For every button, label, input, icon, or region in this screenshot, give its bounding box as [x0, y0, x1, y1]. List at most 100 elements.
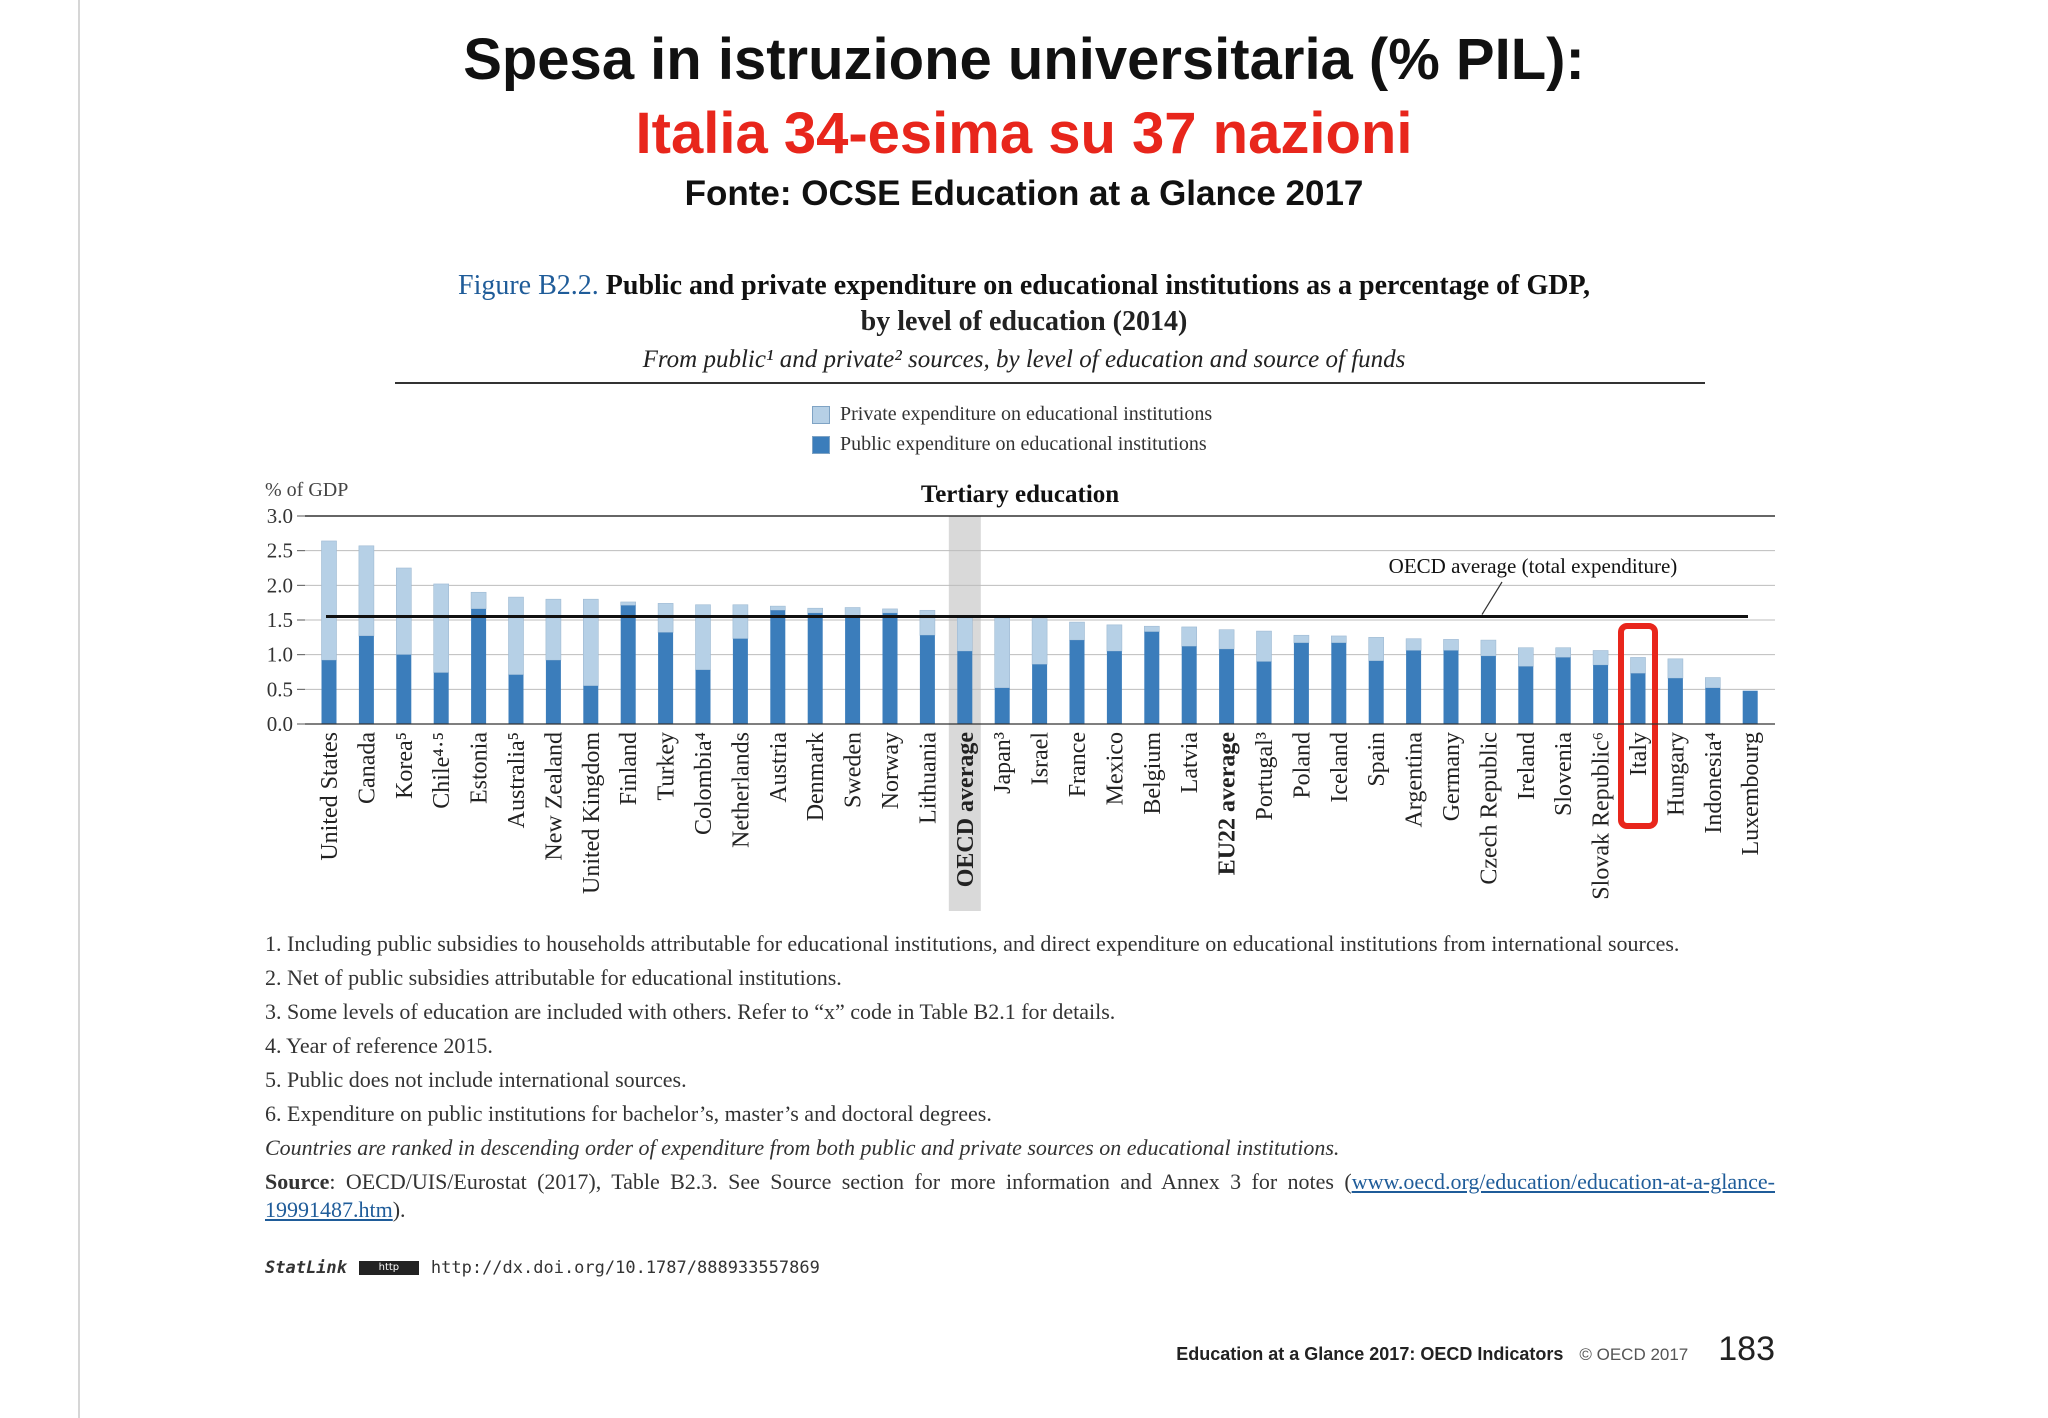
- figure-divider: [395, 382, 1705, 384]
- bar-public: [994, 687, 1010, 724]
- statlink-url[interactable]: http://dx.doi.org/10.1787/888933557869: [430, 1258, 820, 1278]
- bar-private: [508, 596, 524, 676]
- bar-private: [1293, 634, 1310, 644]
- bar-private: [994, 617, 1011, 689]
- source-link[interactable]: www.oecd.org/education/education-at-a-gl…: [265, 1169, 1775, 1222]
- source-label: Source: [265, 1169, 330, 1194]
- legend-swatch-private: [812, 405, 830, 424]
- bar-private: [1106, 624, 1123, 652]
- bar-public: [1667, 678, 1683, 724]
- figure-subtitle: From public¹ and private² sources, by le…: [642, 346, 1406, 373]
- bar-private: [1405, 638, 1422, 651]
- chart-title: Tertiary education: [921, 481, 1119, 508]
- x-tick-label: Slovenia: [1551, 732, 1577, 816]
- bar-public: [1480, 656, 1496, 724]
- bar-private: [807, 607, 824, 614]
- bar-public: [1555, 657, 1571, 724]
- footnote: 2. Net of public subsidies attributable …: [265, 965, 842, 990]
- x-tick-label: EU22 average: [1215, 732, 1241, 876]
- x-tick-label: Australia⁵: [504, 732, 530, 828]
- footer-publication: Education at a Glance 2017: OECD Indicat…: [1176, 1344, 1564, 1364]
- bar-private: [956, 616, 973, 652]
- source-text: : OECD/UIS/Eurostat (2017), Table B2.3. …: [329, 1169, 1352, 1194]
- bar-public: [583, 685, 599, 724]
- slide-left-border: [78, 0, 80, 1418]
- bar-public: [1256, 661, 1272, 724]
- y-tick-label: 0.5: [267, 677, 293, 701]
- x-tick-label: Denmark: [803, 732, 829, 821]
- x-tick-label: Belgium: [1140, 732, 1166, 815]
- x-tick-label: Poland: [1289, 732, 1315, 799]
- footnote: 1. Including public subsidies to househo…: [265, 931, 1680, 956]
- bar-public: [433, 672, 449, 724]
- bar-private: [582, 598, 599, 687]
- figure-title-line2: by level of education (2014): [860, 306, 1188, 337]
- x-tick-label: New Zealand: [541, 732, 567, 861]
- x-tick-label: Israel: [1028, 732, 1054, 786]
- bar-public: [957, 651, 973, 724]
- bar-private: [433, 583, 450, 673]
- bar-private: [695, 604, 711, 671]
- x-tick-label: Chile⁴·⁵: [429, 732, 455, 809]
- figure-title-line1: Figure B2.2. Public and private expendit…: [0, 270, 2048, 302]
- figure-title: Public and private expenditure on educat…: [605, 270, 1590, 301]
- bar-private: [1144, 625, 1160, 633]
- y-axis-label: % of GDP: [265, 479, 348, 501]
- x-tick-label: Austria: [766, 732, 792, 803]
- bar-private: [620, 601, 637, 606]
- bar-public: [1406, 650, 1422, 724]
- reference-line-label: OECD average (total expenditure): [1389, 554, 1678, 578]
- ranking-note: Countries are ranked in descending order…: [265, 1135, 1340, 1160]
- slide-source-line: Fonte: OCSE Education at a Glance 2017: [684, 174, 1364, 213]
- source-note: Source: OECD/UIS/Eurostat (2017), Table …: [265, 1168, 1775, 1224]
- x-tick-label: United Kingdom: [579, 732, 605, 894]
- x-tick-label: Finland: [616, 732, 642, 805]
- figure-label: Figure B2.2.: [458, 270, 599, 301]
- x-tick-label: Netherlands: [728, 732, 754, 848]
- bar-public: [321, 660, 337, 724]
- bar-public: [1069, 640, 1085, 724]
- slide-headline-ranking: Italia 34-esima su 37 nazioni: [635, 101, 1413, 166]
- bar-public: [620, 605, 636, 724]
- bar-public: [1593, 665, 1609, 724]
- bar-private: [1331, 635, 1347, 644]
- y-tick-label: 2.5: [267, 539, 293, 563]
- bar-public: [1518, 666, 1534, 724]
- x-tick-label: Indonesia⁴: [1701, 732, 1727, 834]
- y-tick-label: 2.0: [267, 573, 293, 597]
- x-tick-label: Norway: [878, 732, 904, 809]
- bar-public: [1144, 631, 1160, 724]
- x-tick-label: Spain: [1364, 732, 1390, 787]
- bar-private: [769, 605, 786, 611]
- bar-public: [545, 660, 561, 724]
- bar-public: [1630, 673, 1646, 724]
- footnote: 4. Year of reference 2015.: [265, 1033, 493, 1058]
- page-footer: Education at a Glance 2017: OECD Indicat…: [0, 1330, 1775, 1369]
- y-tick-label: 0.0: [267, 712, 293, 736]
- x-tick-label: Mexico: [1102, 732, 1128, 805]
- x-tick-label: Ireland: [1514, 732, 1540, 800]
- bar-public: [770, 610, 786, 724]
- tertiary-expenditure-chart: % of GDP Tertiary education 0.0 0.5 1.0 1.5 2.…: [265, 479, 1775, 911]
- x-tick-label: Korea⁵: [392, 732, 418, 799]
- bar-private: [1218, 629, 1235, 650]
- bar-private: [1592, 650, 1609, 666]
- bar-public: [732, 638, 748, 724]
- x-tick-label: Germany: [1439, 732, 1465, 821]
- bar-private: [358, 545, 375, 637]
- x-tick-label: Luxembourg: [1738, 732, 1764, 856]
- bar-private: [1555, 647, 1571, 658]
- y-tick-label: 3.0: [267, 504, 293, 528]
- statlink: StatLink http http://dx.doi.org/10.1787/…: [265, 1258, 820, 1278]
- legend-label-private: Private expenditure on educational insti…: [840, 403, 1213, 425]
- legend-item-public: Public expenditure on educational instit…: [812, 433, 1207, 456]
- legend-label-public: Public expenditure on educational instit…: [840, 433, 1207, 455]
- bar-private: [1069, 621, 1085, 641]
- footnote: 3. Some levels of education are included…: [265, 999, 1116, 1024]
- bar-public: [1742, 690, 1758, 724]
- bar-private: [882, 608, 898, 614]
- bar-public: [695, 669, 711, 724]
- bar-private: [1630, 657, 1646, 674]
- bar-public: [1705, 687, 1721, 724]
- bar-private: [1667, 658, 1684, 679]
